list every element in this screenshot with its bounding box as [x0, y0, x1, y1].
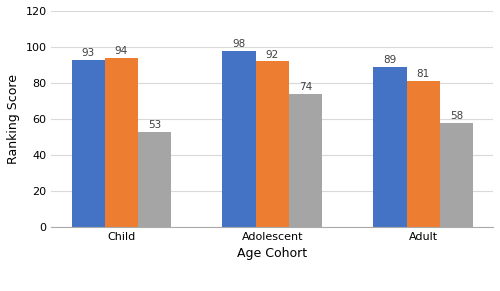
Bar	[440, 123, 473, 227]
Text: 92: 92	[266, 49, 279, 60]
Text: 89: 89	[384, 55, 396, 65]
Y-axis label: Ranking Score: Ranking Score	[7, 74, 20, 164]
Text: 74: 74	[299, 82, 312, 92]
Bar	[256, 61, 289, 227]
Text: 81: 81	[416, 69, 430, 79]
Text: 98: 98	[232, 39, 245, 49]
X-axis label: Age Cohort: Age Cohort	[237, 247, 308, 260]
Text: 94: 94	[114, 46, 128, 56]
Bar	[222, 51, 256, 227]
Bar	[138, 132, 171, 227]
Bar	[406, 81, 440, 227]
Text: 93: 93	[82, 48, 95, 58]
Bar	[105, 58, 138, 227]
Bar	[72, 60, 105, 227]
Text: 58: 58	[450, 111, 463, 121]
Bar	[374, 67, 406, 227]
Text: 53: 53	[148, 120, 161, 130]
Bar	[289, 94, 322, 227]
